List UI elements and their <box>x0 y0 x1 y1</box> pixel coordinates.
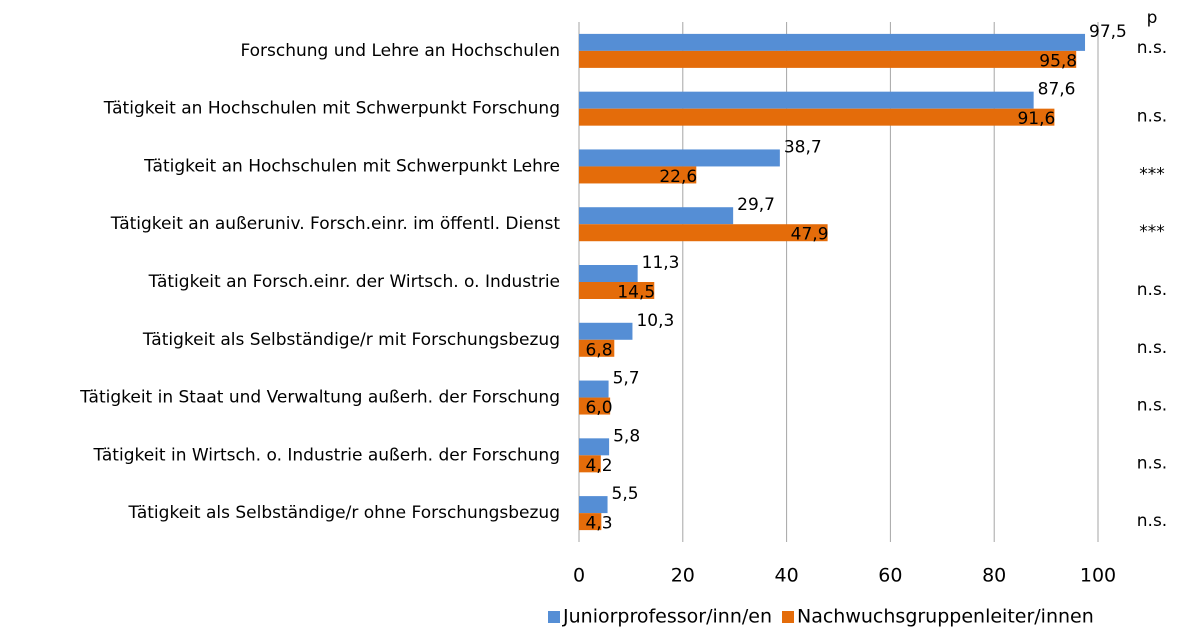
legend-swatch <box>782 611 794 623</box>
bar <box>579 207 734 225</box>
bar <box>579 397 611 415</box>
x-tick-label: 100 <box>1080 565 1116 587</box>
y-tick-label: Tätigkeit in Wirtsch. o. Industrie außer… <box>92 445 560 465</box>
significance: n.s. <box>1137 396 1167 416</box>
legend-label: Nachwuchsgruppenleiter/innen <box>797 606 1094 628</box>
value-label: 6,8 <box>585 340 612 360</box>
bar <box>579 91 1034 109</box>
bar <box>579 265 638 282</box>
bar <box>579 496 608 514</box>
y-tick-label: Tätigkeit an außeruniv. Forsch.einr. im … <box>110 214 561 234</box>
significance: n.s. <box>1137 511 1167 531</box>
significance: n.s. <box>1137 107 1167 127</box>
value-label: 10,3 <box>636 311 674 331</box>
bar <box>579 455 601 473</box>
value-label: 4,3 <box>585 514 612 534</box>
value-label: 91,6 <box>1017 109 1055 129</box>
x-tick-label: 20 <box>671 565 695 587</box>
y-tick-label: Tätigkeit an Hochschulen mit Schwerpunkt… <box>103 99 560 119</box>
legend-label: Juniorprofessor/inn/en <box>562 606 772 628</box>
value-label: 6,0 <box>585 398 612 418</box>
x-tick-label: 80 <box>982 565 1006 587</box>
legend-swatch <box>548 611 560 623</box>
y-tick-label: Tätigkeit als Selbständige/r ohne Forsch… <box>127 503 560 523</box>
bar <box>579 149 780 167</box>
bar <box>579 438 610 456</box>
value-label: 22,6 <box>659 167 697 187</box>
value-label: 5,8 <box>613 426 640 446</box>
y-tick-label: Tätigkeit in Staat und Verwaltung außerh… <box>79 388 560 408</box>
significance: n.s. <box>1137 38 1167 58</box>
significance-header: p <box>1147 8 1158 28</box>
value-label: 29,7 <box>737 195 775 215</box>
value-label: 95,8 <box>1039 51 1077 71</box>
y-tick-label: Tätigkeit als Selbständige/r mit Forschu… <box>142 330 560 350</box>
value-label: 11,3 <box>642 253 680 273</box>
significance: *** <box>1139 164 1165 184</box>
bar <box>579 322 633 340</box>
bar <box>579 108 1055 126</box>
significance: *** <box>1139 222 1165 242</box>
bar <box>579 282 655 299</box>
bar <box>579 166 697 184</box>
value-label: 38,7 <box>784 137 822 157</box>
value-label: 87,6 <box>1038 80 1076 100</box>
value-label: 97,5 <box>1089 22 1127 42</box>
value-label: 14,5 <box>617 283 655 303</box>
significance: n.s. <box>1137 280 1167 300</box>
bar <box>579 50 1077 68</box>
y-tick-label: Forschung und Lehre an Hochschulen <box>240 41 560 61</box>
significance: n.s. <box>1137 453 1167 473</box>
bar <box>579 339 615 357</box>
x-tick-label: 40 <box>775 565 799 587</box>
value-label: 4,2 <box>585 456 612 476</box>
x-tick-label: 0 <box>573 565 585 587</box>
significance: n.s. <box>1137 338 1167 358</box>
value-label: 47,9 <box>791 225 829 245</box>
x-tick-label: 60 <box>878 565 902 587</box>
value-label: 5,7 <box>613 369 640 389</box>
y-tick-label: Tätigkeit an Forsch.einr. der Wirtsch. o… <box>148 272 560 292</box>
bar <box>579 33 1086 51</box>
value-label: 5,5 <box>612 484 639 504</box>
bar <box>579 380 609 398</box>
bar <box>579 513 602 531</box>
y-tick-label: Tätigkeit an Hochschulen mit Schwerpunkt… <box>143 156 560 176</box>
bar <box>579 224 828 242</box>
